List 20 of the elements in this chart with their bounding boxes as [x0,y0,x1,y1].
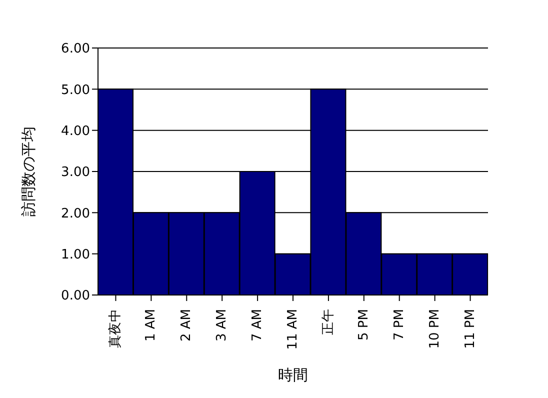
y-tick-label: 4.00 [61,124,90,139]
y-tick-label: 3.00 [61,165,90,180]
x-tick-label: 11 PM [462,309,478,349]
x-tick-label: 11 AM [286,309,300,350]
x-tick-label: 2 AM [179,309,194,342]
x-tick-label: 5 PM [356,309,372,340]
y-tick-label: 5.00 [61,82,90,98]
x-tick-label: 3 AM [214,309,230,342]
y-axis-title: 訪問数の平均 [19,126,38,216]
y-tick-label: 2.00 [61,206,90,222]
y-tick-label: 0.00 [61,288,90,304]
x-tick-label: 7 AM [250,309,266,342]
x-tick-label: 1 AM [144,309,159,342]
x-tick-label: 10 PM [427,309,442,349]
x-axis-title: 時間 [278,366,308,384]
x-tick-label: 真夜中 [107,309,124,348]
x-tick-label: 7 PM [392,309,407,340]
y-tick-label: 1.00 [61,247,90,262]
y-tick-label: 6.00 [61,42,90,57]
x-tick-label: 正午 [320,309,336,335]
